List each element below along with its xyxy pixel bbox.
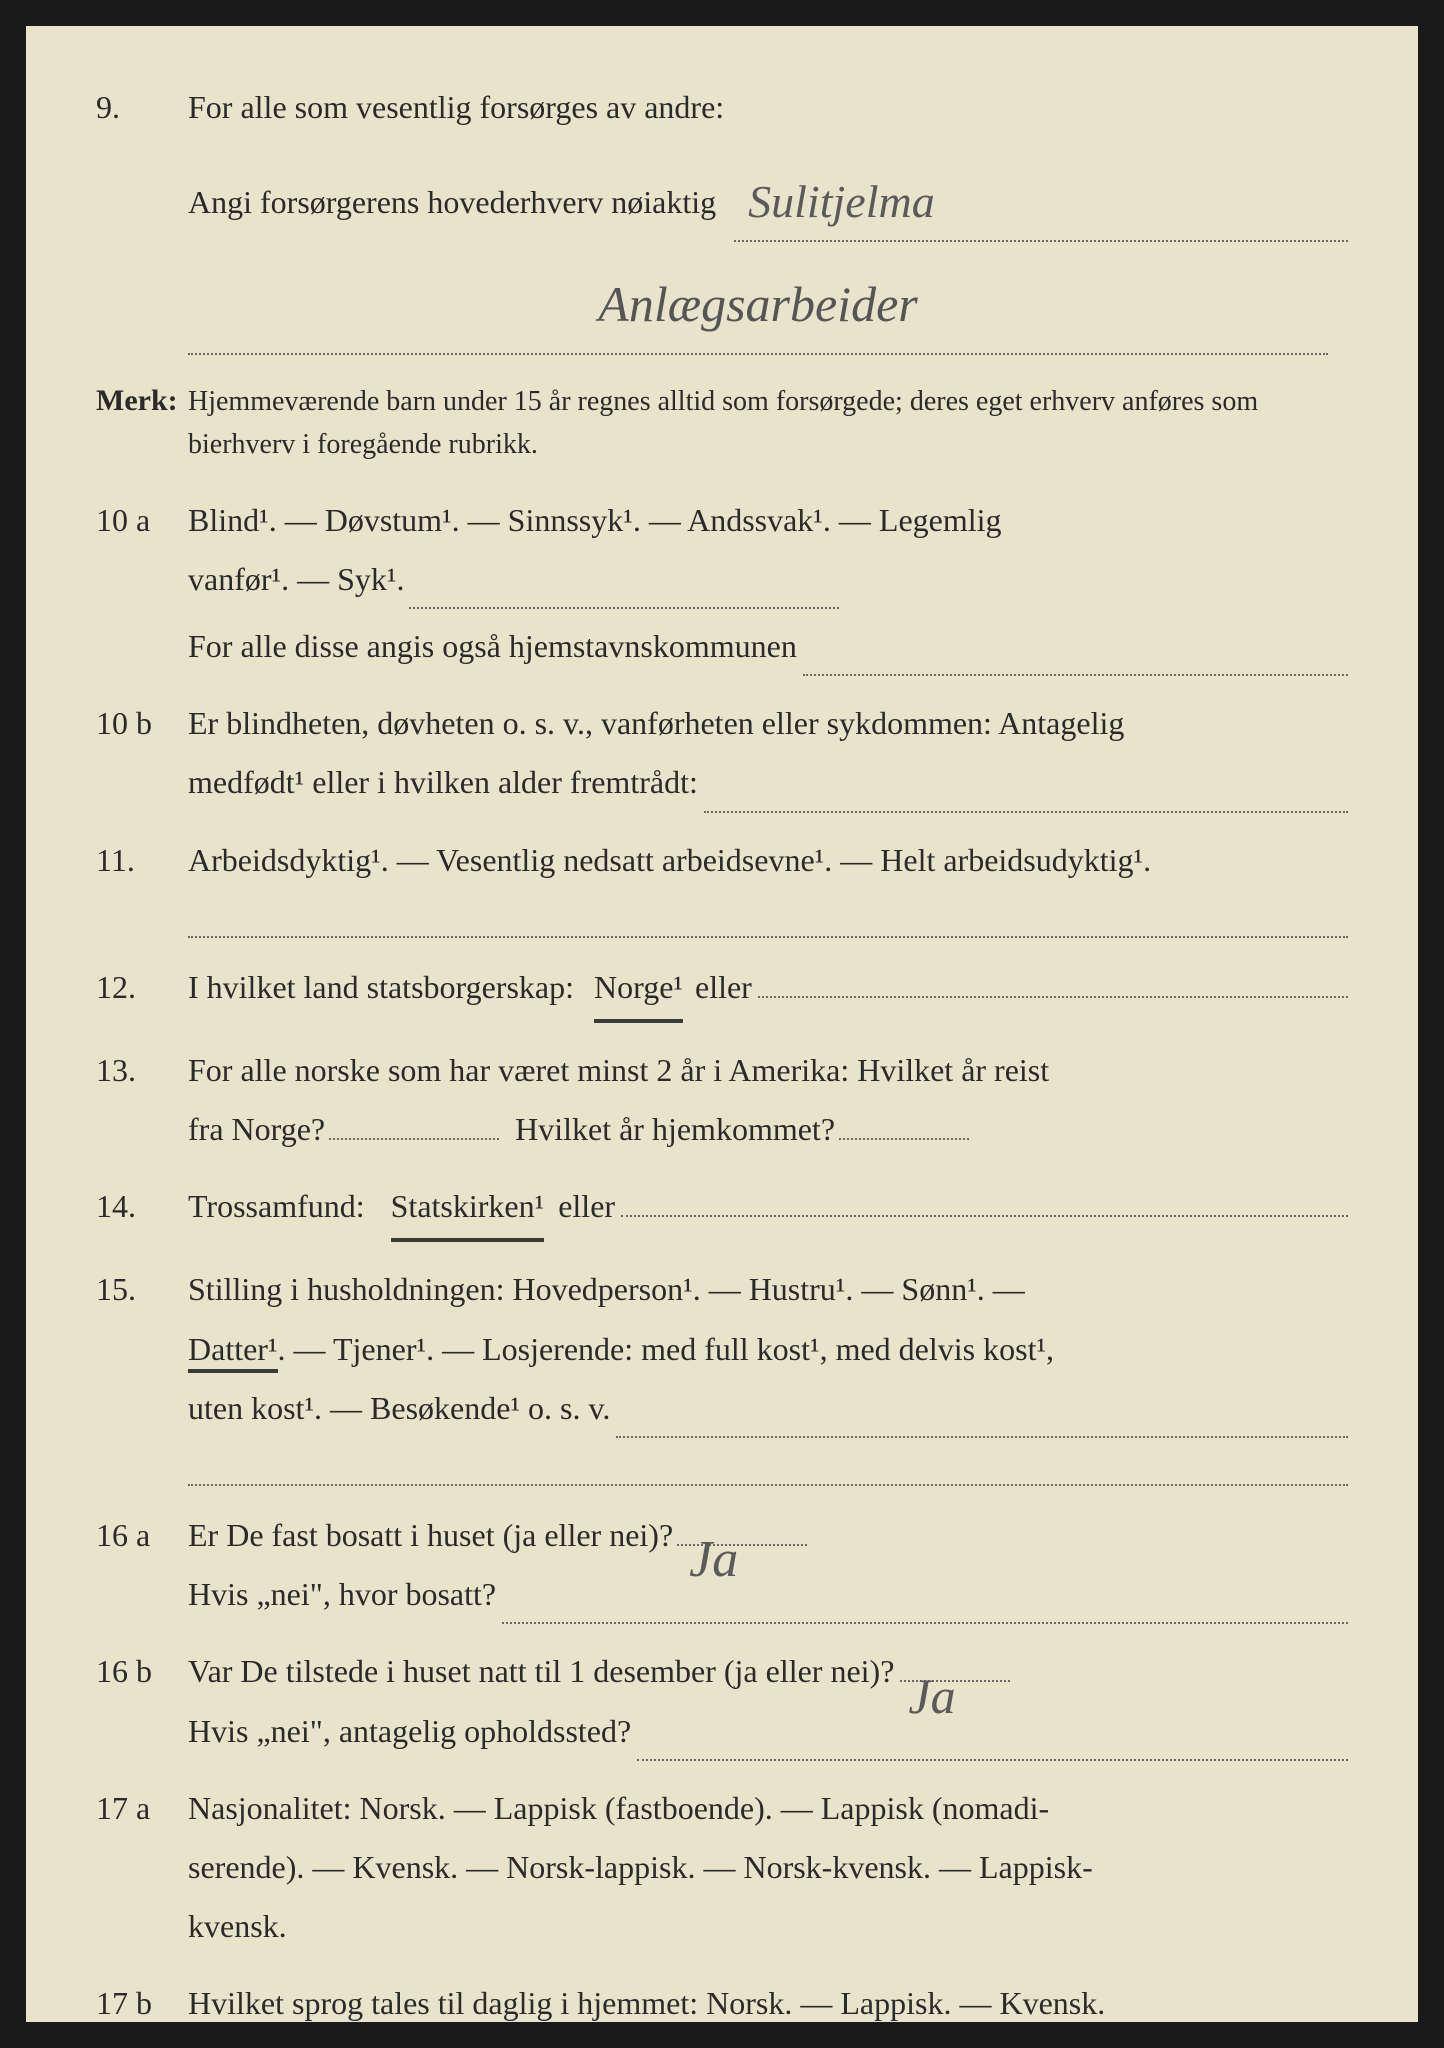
q17b-num: 17 b bbox=[96, 1974, 188, 2033]
q15-line2: Datter¹. — Tjener¹. — Losjerende: med fu… bbox=[188, 1320, 1348, 1379]
q10b-text2: medfødt¹ eller i hvilken alder fremtrådt… bbox=[188, 753, 698, 812]
q15-num: 15. bbox=[96, 1260, 188, 1319]
q13-line1: For alle norske som har været minst 2 år… bbox=[188, 1041, 1348, 1100]
q14-a: Trossamfund: bbox=[188, 1177, 365, 1236]
merk-row: Merk: Hjemmeværende barn under 15 år reg… bbox=[96, 373, 1348, 467]
q10b-row: 10 b Er blindheten, døvheten o. s. v., v… bbox=[96, 694, 1348, 812]
q10a-num: 10 a bbox=[96, 491, 188, 550]
q12-body: I hvilket land statsborgerskap: Norge¹ e… bbox=[188, 958, 1348, 1023]
q11-row: 11. Arbeidsdyktig¹. — Vesentlig nedsatt … bbox=[96, 831, 1348, 890]
q16b-sub: Hvis „nei", antagelig opholdssted? bbox=[188, 1702, 631, 1761]
q17a-row: 17 a Nasjonalitet: Norsk. — Lappisk (fas… bbox=[96, 1779, 1348, 1957]
q10b-line2: medfødt¹ eller i hvilken alder fremtrådt… bbox=[188, 753, 1348, 812]
q17b-row: 17 b Hvilket sprog tales til daglig i hj… bbox=[96, 1974, 1348, 2033]
q16a-line1: Er De fast bosatt i huset (ja eller nei)… bbox=[188, 1506, 1348, 1565]
q15-row: 15. Stilling i husholdningen: Hovedperso… bbox=[96, 1260, 1348, 1438]
q15-body: Stilling i husholdningen: Hovedperson¹. … bbox=[188, 1260, 1348, 1438]
q17a-num: 17 a bbox=[96, 1779, 188, 1838]
q16b-line2: Hvis „nei", antagelig opholdssted? bbox=[188, 1702, 1348, 1761]
q16b-num: 16 b bbox=[96, 1642, 188, 1701]
q17a-line2: serende). — Kvensk. — Norsk-lappisk. — N… bbox=[188, 1838, 1348, 1897]
q10b-line1: Er blindheten, døvheten o. s. v., vanfør… bbox=[188, 694, 1348, 753]
q10a-text2: vanfør¹. — Syk¹. bbox=[188, 550, 405, 609]
q9-num: 9. bbox=[96, 78, 188, 137]
q16a-q: Er De fast bosatt i huset (ja eller nei)… bbox=[188, 1506, 673, 1565]
q9-body1: For alle som vesentlig forsørges av andr… bbox=[188, 78, 1348, 137]
q13-b: Hvilket år hjemkommet? bbox=[515, 1100, 835, 1159]
q12-a: I hvilket land statsborgerskap: bbox=[188, 958, 574, 1017]
q13-body: For alle norske som har været minst 2 år… bbox=[188, 1041, 1348, 1159]
q16b-line1: Var De tilstede i huset natt til 1 desem… bbox=[188, 1642, 1348, 1701]
q16a-line2: Hvis „nei", hvor bosatt? bbox=[188, 1565, 1348, 1624]
q10a-text3: For alle disse angis også hjemstavnskomm… bbox=[188, 617, 797, 676]
q15-text3: uten kost¹. — Besøkende¹ o. s. v. bbox=[188, 1379, 610, 1438]
q15-underlined: Datter¹ bbox=[188, 1331, 278, 1373]
q14-body: Trossamfund: Statskirken¹ eller bbox=[188, 1177, 1348, 1242]
q10a-body: Blind¹. — Døvstum¹. — Sinnssyk¹. — Andss… bbox=[188, 491, 1348, 677]
q11-rule bbox=[188, 912, 1348, 938]
q14-num: 14. bbox=[96, 1177, 188, 1236]
q15-rest: . — Tjener¹. — Losjerende: med full kost… bbox=[278, 1331, 1055, 1367]
document-page: 9. For alle som vesentlig forsørges av a… bbox=[26, 26, 1418, 2022]
q13-line2: fra Norge? Hvilket år hjemkommet? bbox=[188, 1100, 1348, 1159]
q15-line3: uten kost¹. — Besøkende¹ o. s. v. bbox=[188, 1379, 1348, 1438]
q9-line2: Angi forsørgerens hovederhverv nøiaktig … bbox=[188, 155, 1348, 242]
merk-text: Hjemmeværende barn under 15 år regnes al… bbox=[188, 380, 1348, 467]
q14-b: eller bbox=[558, 1177, 615, 1236]
q16b-q: Var De tilstede i huset natt til 1 desem… bbox=[188, 1642, 894, 1701]
q16b-handwriting: Ja bbox=[908, 1650, 955, 1743]
q16a-body: Er De fast bosatt i huset (ja eller nei)… bbox=[188, 1506, 1348, 1624]
q9-handwriting-2: Anlægsarbeider bbox=[188, 258, 1328, 355]
q12-num: 12. bbox=[96, 958, 188, 1017]
q11-num: 11. bbox=[96, 831, 188, 890]
q10b-num: 10 b bbox=[96, 694, 188, 753]
q16a-row: 16 a Er De fast bosatt i huset (ja eller… bbox=[96, 1506, 1348, 1624]
q14-row: 14. Trossamfund: Statskirken¹ eller bbox=[96, 1177, 1348, 1242]
q9-prompt2: Angi forsørgerens hovederhverv nøiaktig bbox=[188, 173, 716, 232]
q13-row: 13. For alle norske som har været minst … bbox=[96, 1041, 1348, 1159]
q17b-text: Hvilket sprog tales til daglig i hjemmet… bbox=[188, 1974, 1348, 2033]
q10a-row: 10 a Blind¹. — Døvstum¹. — Sinnssyk¹. — … bbox=[96, 491, 1348, 677]
q10a-line3: For alle disse angis også hjemstavnskomm… bbox=[188, 617, 1348, 676]
q13-num: 13. bbox=[96, 1041, 188, 1100]
q17a-line1: Nasjonalitet: Norsk. — Lappisk (fastboen… bbox=[188, 1779, 1348, 1838]
merk-label: Merk: bbox=[96, 373, 188, 429]
q10a-line2: vanfør¹. — Syk¹. bbox=[188, 550, 1348, 609]
q10a-line1: Blind¹. — Døvstum¹. — Sinnssyk¹. — Andss… bbox=[188, 491, 1348, 550]
q14-underlined: Statskirken¹ bbox=[391, 1177, 545, 1242]
q9-line1: 9. For alle som vesentlig forsørges av a… bbox=[96, 78, 1348, 137]
q17a-line3: kvensk. bbox=[188, 1897, 1348, 1956]
q10b-body: Er blindheten, døvheten o. s. v., vanfør… bbox=[188, 694, 1348, 812]
q15-line1: Stilling i husholdningen: Hovedperson¹. … bbox=[188, 1260, 1348, 1319]
q12-row: 12. I hvilket land statsborgerskap: Norg… bbox=[96, 958, 1348, 1023]
q16a-sub: Hvis „nei", hvor bosatt? bbox=[188, 1565, 496, 1624]
q12-underlined: Norge¹ bbox=[594, 958, 683, 1023]
q13-a: fra Norge? bbox=[188, 1100, 325, 1159]
q11-text: Arbeidsdyktig¹. — Vesentlig nedsatt arbe… bbox=[188, 831, 1348, 890]
q16a-num: 16 a bbox=[96, 1506, 188, 1565]
q12-b: eller bbox=[695, 958, 752, 1017]
q16b-body: Var De tilstede i huset natt til 1 desem… bbox=[188, 1642, 1348, 1760]
q16b-row: 16 b Var De tilstede i huset natt til 1 … bbox=[96, 1642, 1348, 1760]
q15-rule bbox=[188, 1460, 1348, 1486]
q16a-handwriting: Ja bbox=[689, 1512, 738, 1608]
q17a-body: Nasjonalitet: Norsk. — Lappisk (fastboen… bbox=[188, 1779, 1348, 1957]
q9-handwriting-1: Sulitjelma bbox=[734, 176, 935, 227]
